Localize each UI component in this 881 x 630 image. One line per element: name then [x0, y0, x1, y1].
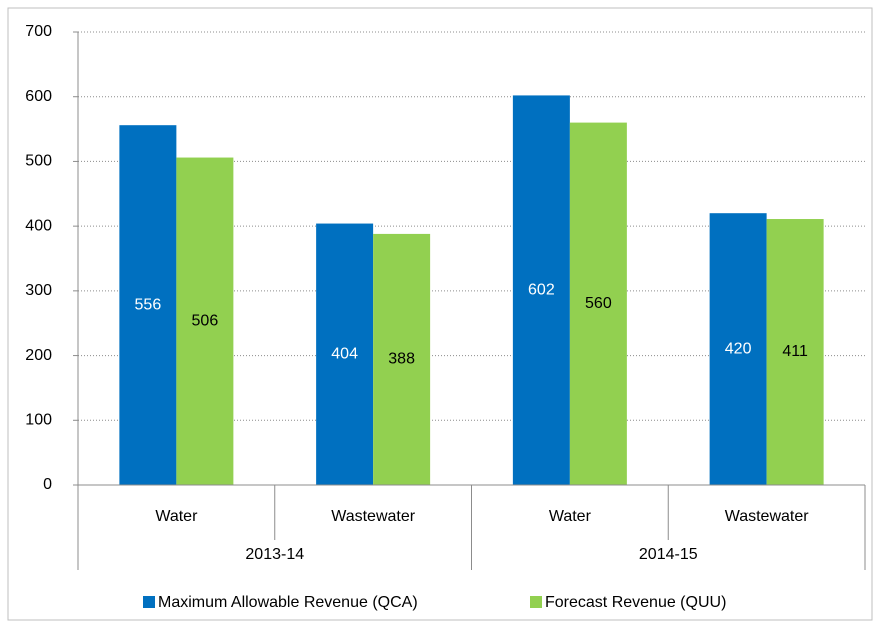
legend-swatch	[530, 596, 542, 608]
bar	[373, 233, 431, 485]
x-tick-label: Water	[549, 508, 592, 525]
bar	[119, 125, 177, 485]
data-label: 404	[331, 345, 358, 362]
y-tick-label: 300	[25, 282, 52, 299]
y-tick-label: 100	[25, 412, 52, 429]
data-label: 411	[782, 343, 808, 360]
y-tick-label: 200	[25, 347, 52, 364]
y-tick-label: 400	[25, 217, 52, 234]
data-label: 560	[585, 295, 612, 312]
bar	[569, 122, 627, 485]
bar	[176, 157, 234, 485]
legend-label: Forecast Revenue (QUU)	[545, 594, 726, 611]
y-tick-label: 500	[25, 153, 52, 170]
group-label: 2013-14	[245, 546, 304, 563]
data-label: 388	[388, 351, 415, 368]
data-label: 420	[725, 340, 752, 357]
bar	[766, 219, 824, 485]
data-label: 556	[135, 296, 162, 313]
data-label: 602	[528, 281, 555, 298]
legend-label: Maximum Allowable Revenue (QCA)	[158, 594, 418, 611]
y-tick-label: 0	[43, 476, 52, 493]
data-label: 506	[192, 312, 219, 329]
x-tick-label: Wastewater	[725, 508, 810, 525]
legend-swatch	[143, 596, 155, 608]
bar	[709, 213, 767, 485]
bar	[316, 223, 374, 485]
bar	[512, 95, 570, 486]
x-tick-label: Wastewater	[331, 508, 416, 525]
x-tick-label: Water	[155, 508, 198, 525]
y-tick-label: 700	[25, 23, 52, 40]
y-tick-label: 600	[25, 88, 52, 105]
group-label: 2014-15	[639, 546, 698, 563]
